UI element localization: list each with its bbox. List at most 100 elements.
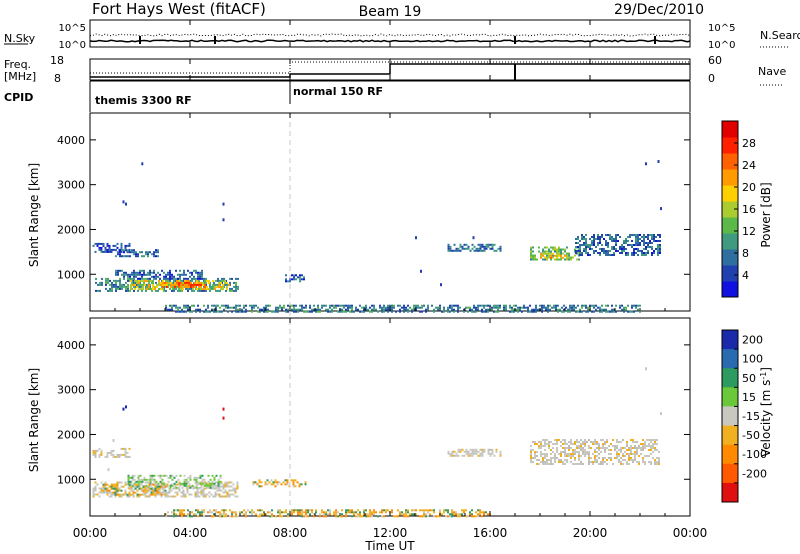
velocity-cell [245,515,247,518]
power-cell [643,254,645,256]
velocity-cell [570,461,572,463]
velocity-cell [455,454,458,457]
power-cell [385,306,387,309]
velocity-cell [152,489,155,492]
velocity-cell [465,515,467,518]
power-cell [119,253,121,256]
velocity-cell [499,452,502,455]
velocity-cell [359,515,361,518]
velocity-cell [96,493,99,496]
velocity-cell [154,493,157,496]
power-cell [575,246,577,248]
velocity-cell [461,513,463,516]
power-cell [129,277,131,280]
velocity-cell [106,489,109,492]
velocity-cell [189,515,191,518]
power-cell [147,277,149,280]
velocity-cell [487,450,490,453]
velocity-cell [530,451,532,453]
power-cell [227,310,229,313]
velocity-cell [205,486,208,489]
power-cell [639,310,641,313]
velocity-cell [195,480,198,483]
velocity-cell [215,474,218,477]
velocity-cell [554,459,556,461]
power-cell [227,306,229,309]
velocity-cell [100,453,103,456]
power-cell [133,275,135,278]
velocity-cell [252,481,255,484]
velocity-cell [148,495,151,498]
power-cell [112,248,115,251]
power-cell [593,240,595,242]
power-cell [631,252,633,254]
velocity-cell [578,455,580,457]
power-cell [121,269,123,272]
power-cell [371,308,373,311]
power-cell [431,304,433,307]
power-cell [301,308,303,311]
velocity-cell [650,449,652,451]
power-cell [527,306,529,309]
power-cell [453,243,456,246]
power-cell [335,306,337,309]
power-cell [207,310,209,313]
velocity-cell [142,489,145,492]
velocity-cell [604,441,606,443]
velocity-cell [656,443,658,445]
power-cell [607,246,609,248]
power-cell [193,289,195,292]
velocity-cell [145,478,148,481]
velocity-cell [196,489,199,492]
velocity-cell [224,485,227,488]
power-cell [197,304,199,307]
velocity-cell [608,445,610,447]
velocity-cell [355,515,357,518]
velocity-cell [131,476,134,479]
velocity-colorbar-label-main: Velocity [m s [759,380,773,457]
velocity-cell [213,515,215,518]
velocity-cell [491,448,494,451]
velocity-cell [594,455,596,457]
velocity-cell [642,447,644,449]
power-speckle [440,283,442,287]
power-cell [597,306,599,309]
power-cell [585,252,587,254]
power-cell [208,288,210,291]
power-cell [566,254,568,257]
power-cell [613,254,615,256]
power-cell [633,304,635,307]
power-cell [293,304,295,307]
velocity-speckle [660,412,662,416]
power-cell [141,277,143,280]
velocity-cell [114,491,117,494]
velocity-cell [182,495,185,498]
velocity-cell [568,445,570,447]
power-cell [127,273,129,276]
power-cell [305,310,307,313]
velocity-cell [139,474,142,477]
power-cell [568,254,570,257]
velocity-cell [357,515,359,518]
velocity-cell [230,489,233,492]
velocity-cell [636,447,638,449]
power-cell [180,283,182,286]
velocity-cell [188,485,191,488]
power-cell [381,310,383,313]
power-cell [130,288,132,291]
power-cell [579,244,581,246]
velocity-cell [644,463,646,465]
velocity-cell [469,511,471,514]
power-cell [154,288,156,291]
velocity-cell [102,489,105,492]
power-cell [639,242,641,244]
velocity-cell [451,515,453,518]
velocity-cell [189,478,192,481]
power-cell [495,306,497,309]
power-cell [125,273,127,276]
velocity-cell [224,495,227,498]
velocity-cell [415,513,417,516]
velocity-cell [451,452,454,455]
velocity-cell [626,463,628,465]
velocity-cell [618,441,620,443]
